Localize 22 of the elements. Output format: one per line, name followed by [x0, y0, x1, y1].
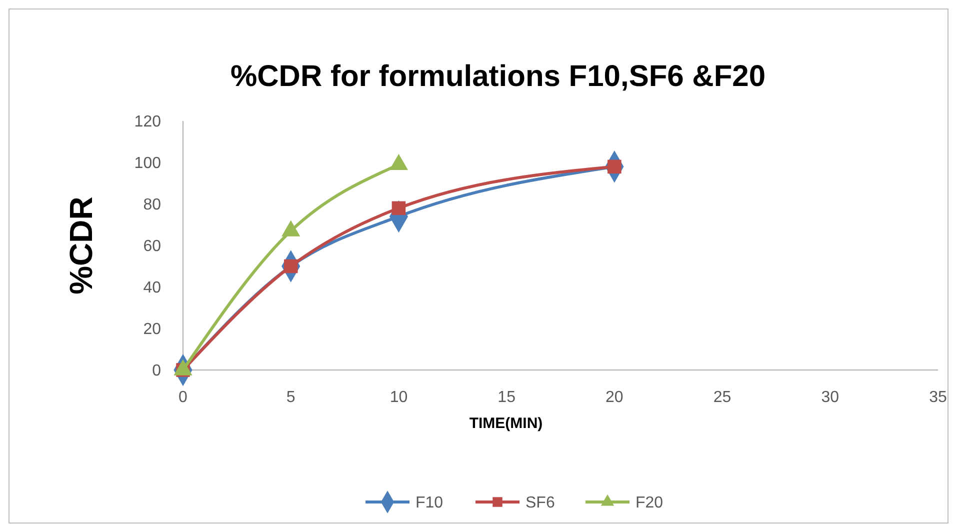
y-tick-label: 0 [152, 362, 162, 380]
y-tick-label: 60 [143, 238, 162, 256]
point [392, 201, 406, 216]
y-axis-title: %CDR [63, 196, 99, 294]
x-tick-label: 20 [606, 389, 624, 406]
legend-label: F20 [636, 494, 664, 512]
legend-label: SF6 [526, 494, 555, 512]
x-tick-label: 15 [498, 389, 516, 406]
y-tick-label: 100 [134, 155, 162, 172]
x-tick-label: 10 [390, 389, 408, 406]
x-tick-label: 30 [821, 389, 840, 406]
chart-title: %CDR for formulations F10,SF6 &F20 [230, 60, 766, 93]
y-tick-label: 40 [143, 280, 162, 297]
x-tick-label: 25 [713, 389, 732, 406]
y-tick-label: 120 [134, 114, 162, 131]
legend-label: F10 [416, 494, 444, 512]
y-tick-label: 20 [143, 321, 162, 338]
x-tick-label: 35 [929, 389, 947, 406]
y-tick-label: 80 [143, 196, 162, 214]
x-tick-label: 0 [178, 389, 188, 406]
x-tick-label: 5 [286, 389, 296, 406]
x-axis-title: TIME(MIN) [469, 415, 543, 432]
